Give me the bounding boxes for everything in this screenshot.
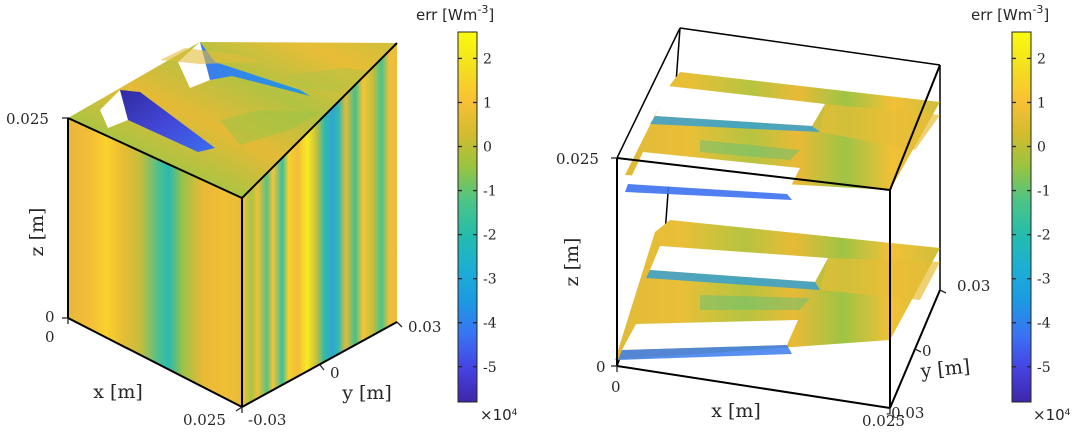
colorbar-tick-label: -1 <box>483 184 497 200</box>
colorbar-tick-label: 2 <box>483 51 492 67</box>
left-y-tick-mid: 0 <box>330 364 340 382</box>
right-tick-labels: 0.025 0 0 0.025 -0.03 0 0.03 <box>556 150 990 430</box>
left-colorbar-label: err [Wm-3] <box>416 3 494 24</box>
right-colorbar: 2 1 0 -1 -2 -3 -4 -5 err [Wm-3] ×104 <box>971 3 1071 424</box>
colorbar-tick-label: -5 <box>483 360 497 376</box>
colorbar-tick-label: 0 <box>483 140 492 156</box>
left-x-label: x [m] <box>93 381 143 403</box>
colorbar-tick-label: -1 <box>1037 184 1051 200</box>
right-z-tick-min: 0 <box>596 358 606 376</box>
right-colorbar-multiplier: ×104 <box>1033 406 1071 424</box>
colorbar-tick-label: 1 <box>483 95 492 111</box>
right-x-label: x [m] <box>711 400 761 422</box>
left-top-face <box>68 42 397 198</box>
left-y-label: y [m] <box>341 382 392 404</box>
left-side-face <box>242 43 397 407</box>
right-ticks <box>611 157 947 414</box>
right-colorbar-label: err [Wm-3] <box>971 3 1049 24</box>
left-front-face <box>68 118 242 407</box>
right-y-label: y [m] <box>919 355 972 382</box>
right-upper-slice <box>625 72 940 200</box>
right-y-tick-min: -0.03 <box>886 404 924 422</box>
left-plot: 0.025 0 0 0.025 -0.03 0 0.03 z [m] x [m]… <box>6 42 441 429</box>
right-colorbar-gradient <box>1011 31 1032 403</box>
left-x-tick-min: 0 <box>45 328 55 346</box>
right-z-label: z [m] <box>561 238 583 287</box>
right-colorbar-ticks: 2 1 0 -1 -2 -3 -4 -5 <box>1012 51 1051 376</box>
right-z-tick-max: 0.025 <box>556 150 599 168</box>
colorbar-tick-label: 2 <box>1037 51 1046 67</box>
left-colorbar-ticks: 2 1 0 -1 -2 -3 -4 -5 <box>458 51 497 376</box>
left-colorbar-multiplier: ×104 <box>480 406 518 424</box>
colorbar-tick-label: -4 <box>483 316 497 332</box>
right-y-tick-mid: 0 <box>922 342 932 360</box>
left-x-tick-max: 0.025 <box>183 411 226 429</box>
left-ticks <box>62 117 403 413</box>
colorbar-tick-label: -3 <box>483 272 497 288</box>
left-y-tick-min: -0.03 <box>248 411 286 429</box>
left-z-tick-min: 0 <box>45 308 55 326</box>
colorbar-tick-label: -4 <box>1037 316 1051 332</box>
colorbar-tick-label: -3 <box>1037 272 1051 288</box>
left-z-tick-max: 0.025 <box>6 110 49 128</box>
left-colorbar: 2 1 0 -1 -2 -3 -4 -5 err [Wm-3] ×104 <box>416 3 518 424</box>
left-box-edges <box>67 42 398 408</box>
right-x-tick-max: 0.025 <box>862 412 905 430</box>
left-axis-labels: z [m] x [m] y [m] <box>26 208 392 404</box>
right-plot: 0.025 0 0 0.025 -0.03 0 0.03 z [m] x [m]… <box>556 27 990 430</box>
right-x-tick-min: 0 <box>611 378 621 396</box>
left-y-tick-max: 0.03 <box>408 318 441 336</box>
left-colorbar-gradient <box>457 31 478 403</box>
right-axis-labels: z [m] x [m] y [m] <box>561 238 971 422</box>
colorbar-tick-label: -5 <box>1037 360 1051 376</box>
right-y-tick-max: 0.03 <box>957 277 990 295</box>
colorbar-tick-label: 1 <box>1037 95 1046 111</box>
left-tick-labels: 0.025 0 0 0.025 -0.03 0 0.03 <box>6 110 441 429</box>
right-lower-slice <box>615 220 940 360</box>
colorbar-tick-label: -2 <box>483 228 497 244</box>
colorbar-tick-label: 0 <box>1037 140 1046 156</box>
colorbar-tick-label: -2 <box>1037 228 1051 244</box>
left-z-label: z [m] <box>26 208 48 257</box>
